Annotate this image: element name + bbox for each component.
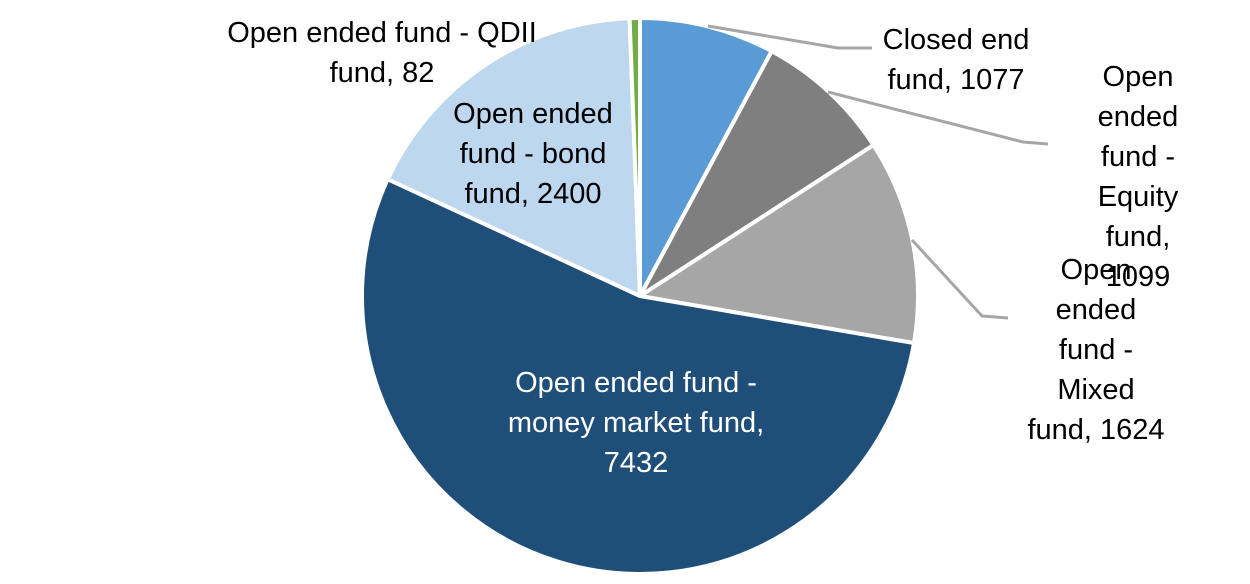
pie-label-open-ended-fund-qdii-fund: Open ended fund - QDII fund, 82 bbox=[227, 17, 537, 89]
leader-line-open-ended-fund-equity-fund bbox=[827, 90, 1049, 146]
pie-slice-open-ended-fund-money-market-fund bbox=[360, 177, 916, 576]
pie-slice-open-ended-fund-qdii-fund bbox=[627, 16, 642, 298]
pie-slices bbox=[360, 16, 920, 576]
leader-line-open-ended-fund-mixed-fund bbox=[910, 238, 1009, 320]
leader-line-closed-end-fund bbox=[707, 24, 872, 50]
pie-label-closed-end-fund: Closed end fund, 1077 bbox=[882, 24, 1030, 96]
pie-slice-closed-end-fund bbox=[638, 16, 774, 298]
pie-label-open-ended-fund-mixed-fund: Open ended fund - Mixed fund, 1624 bbox=[1027, 254, 1165, 446]
pie-label-open-ended-fund-equity-fund: Open ended fund - Equity fund, 1099 bbox=[1097, 61, 1179, 293]
pie-label-open-ended-fund-bond-fund: Open ended fund - bond fund, 2400 bbox=[453, 98, 613, 210]
pie-label-open-ended-fund-money-market-fund: Open ended fund - money market fund, 743… bbox=[507, 367, 765, 479]
pie-slice-open-ended-fund-bond-fund bbox=[385, 16, 642, 298]
leader-lines bbox=[707, 24, 1049, 320]
